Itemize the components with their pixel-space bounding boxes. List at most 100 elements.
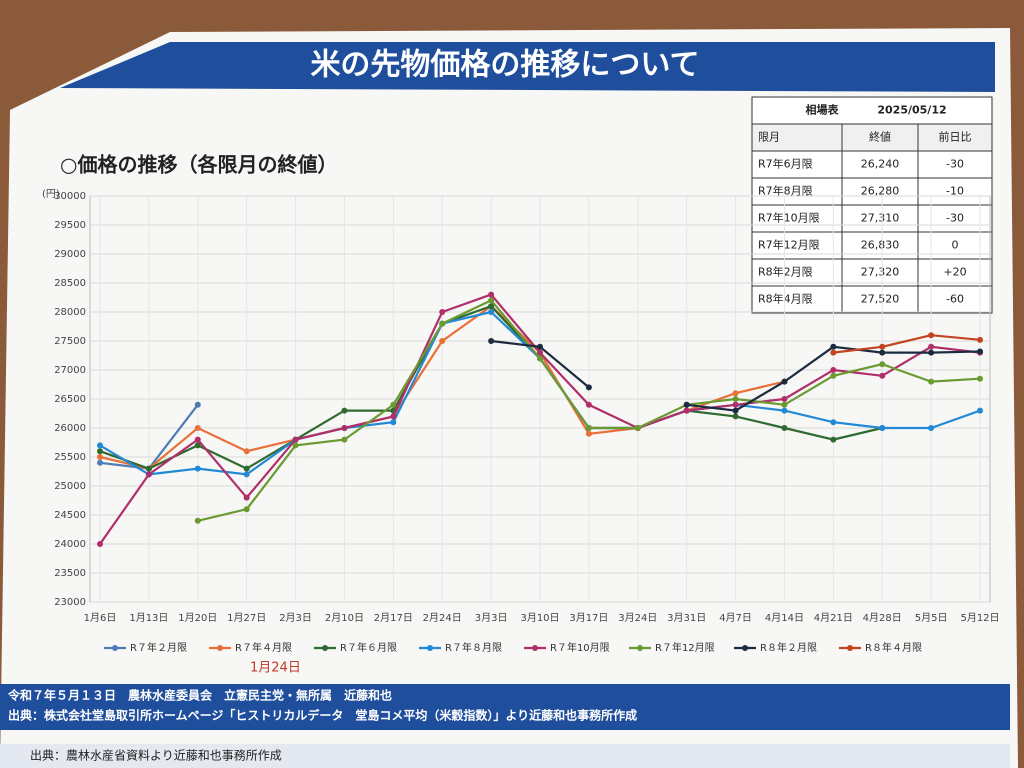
annotation: 1月24日 [250,661,301,676]
data-point [879,349,886,356]
table-value: -60 [946,293,964,306]
y-tick-label: 29500 [54,220,86,231]
table-cell [917,150,993,179]
y-tick-label: 30000 [54,191,86,202]
data-point [781,396,788,402]
data-point [97,454,103,460]
footer-line: 出典：株式会社堂島取引所ホームページ「ヒストリカルデータ 堂島コメ平均（米穀指数… [8,708,637,723]
data-point [977,407,983,414]
data-point [928,332,935,339]
data-point [341,425,348,431]
data-point [683,401,690,408]
chart-title: ○価格の推移（各限月の終値） [60,153,337,177]
data-point [879,372,886,379]
data-point [879,361,886,368]
table-cell [841,285,919,314]
y-tick-label: 23000 [54,597,86,608]
table-value: R7年6月限 [758,157,813,171]
data-point [781,401,788,408]
legend-label: R７年２月限 [130,641,187,654]
data-point [830,343,837,350]
data-point [830,372,837,379]
table-value: R8年4月限 [758,292,813,306]
y-tick-label: 28000 [54,307,86,318]
data-point [194,425,201,431]
y-tick-label: 24500 [54,510,86,521]
data-point [145,465,152,472]
legend-swatch [637,645,643,651]
data-point [488,303,495,310]
data-point [194,517,201,524]
data-point [292,436,299,443]
legend-label: R８年４月限 [865,641,922,654]
data-point [97,459,103,466]
data-point [97,541,103,547]
data-point [732,390,739,397]
footer-band [0,744,1010,768]
x-tick-label: 5月5日 [915,612,948,624]
table-value: 26,280 [861,185,900,198]
x-tick-label: 1月13日 [129,612,168,624]
x-tick-label: 1月27日 [227,612,266,624]
table-value: +20 [943,266,966,279]
legend-swatch [742,645,748,651]
data-point [830,367,837,373]
x-tick-label: 2月17日 [374,612,413,624]
data-point [977,375,983,382]
data-point [585,425,592,431]
table-value: 27,310 [861,212,900,225]
legend-label: R７年６月限 [340,641,397,654]
table-cell [917,177,993,206]
data-point [439,320,446,327]
table-value: R7年10月限 [758,211,820,225]
table-value: R8年2月限 [758,265,813,279]
table-cell [751,285,843,314]
y-tick-label: 23500 [54,568,86,579]
y-tick-label: 24000 [54,539,86,550]
table-value: R7年12月限 [758,238,820,252]
data-point [977,336,983,343]
legend-label: R７年10月限 [550,641,610,654]
table-value: -30 [946,158,964,171]
data-point [243,506,250,513]
data-point [488,297,495,304]
data-point [439,338,446,344]
data-point [537,343,543,350]
data-point [879,425,886,431]
x-tick-label: 3月10日 [520,612,559,624]
table-header: 終値 [869,130,891,144]
x-tick-label: 4月7日 [719,612,752,624]
x-tick-label: 5月12日 [960,612,999,624]
table-value: 27,520 [861,293,900,306]
table-value: R7年8月限 [758,184,813,198]
x-tick-label: 4月28日 [863,612,902,624]
data-point [928,349,935,356]
y-tick-label: 27000 [54,365,86,376]
legend-label: R８年２月限 [760,641,817,654]
table-value: -30 [946,212,964,225]
data-point [194,436,201,443]
legend-label: R７年12月限 [655,641,715,654]
legend-swatch [112,645,118,651]
data-point [585,384,592,391]
data-point [781,378,788,385]
table-cell [841,258,919,287]
data-point [879,343,886,350]
data-point [97,442,103,449]
table-header: 前日比 [939,130,972,144]
x-tick-label: 1月20日 [178,612,217,624]
data-point [585,430,592,437]
data-point [145,471,152,478]
data-point [634,425,641,431]
footer-line: 出典：農林水産省資料より近藤和也事務所作成 [30,748,282,763]
table-cell [751,123,843,152]
data-point [341,407,348,414]
table-header: 限月 [758,131,780,144]
data-point [928,378,935,385]
x-tick-label: 2月10日 [325,612,364,624]
table-value: 26,830 [861,239,900,252]
data-point [781,407,788,414]
data-point [830,349,837,356]
y-tick-label: 26500 [54,394,86,405]
